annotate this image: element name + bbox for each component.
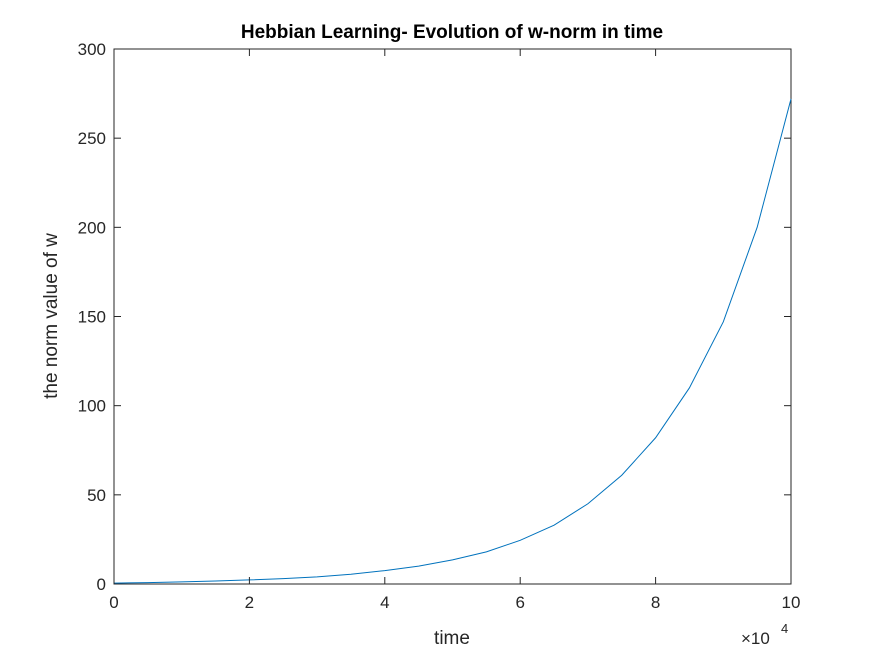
axes-box bbox=[113, 48, 792, 585]
x-tick-label: 8 bbox=[651, 593, 660, 612]
x-tick-label: 6 bbox=[515, 593, 524, 612]
x-axis-label: time bbox=[434, 628, 470, 649]
y-tick-label: 250 bbox=[78, 129, 106, 148]
y-tick-label: 100 bbox=[78, 397, 106, 416]
x-tick-label: 4 bbox=[380, 593, 389, 612]
plot-area bbox=[113, 48, 792, 585]
chart-title: Hebbian Learning- Evolution of w-norm in… bbox=[241, 22, 663, 43]
series-line bbox=[113, 98, 792, 584]
x-exponent-base: ×10 bbox=[741, 629, 770, 648]
x-tick-label: 10 bbox=[782, 593, 801, 612]
y-tick-label: 300 bbox=[78, 40, 106, 59]
y-tick-label: 150 bbox=[78, 308, 106, 327]
y-tick-label: 200 bbox=[78, 218, 106, 237]
x-exponent-power: 4 bbox=[781, 621, 788, 636]
y-tick-label: 50 bbox=[87, 486, 106, 505]
x-exponent-label: ×10 4 bbox=[741, 621, 788, 648]
x-tick-label: 0 bbox=[109, 593, 118, 612]
y-axis: 0 50 100 150 200 250 300 bbox=[78, 40, 791, 594]
x-axis: 0 2 4 6 8 10 bbox=[109, 49, 800, 612]
y-tick-label: 0 bbox=[97, 575, 106, 594]
x-tick-label: 2 bbox=[245, 593, 254, 612]
y-axis-label: the norm value of w bbox=[41, 233, 62, 399]
